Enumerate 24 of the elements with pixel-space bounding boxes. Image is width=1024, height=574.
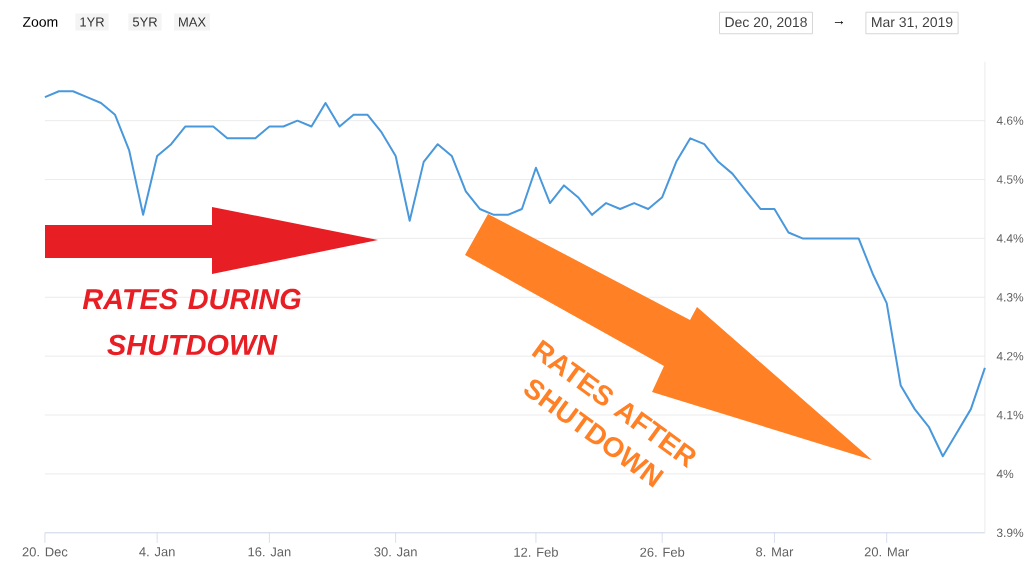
annotation: RATES DURING SHUTDOWN [82, 288, 301, 356]
y-tick-label: 3.9% [996, 528, 1024, 537]
text: Mar 31, 2019 [872, 17, 953, 29]
x-tick-label: 20. Mar [864, 547, 910, 557]
y-tick-label: 4.2% [996, 351, 1024, 361]
y-tick-label: 4.5% [996, 175, 1024, 184]
x-tick-label: 8. Mar [756, 547, 794, 557]
y-tick-label: 4.6% [996, 116, 1024, 125]
y-tick-label: 4.1% [996, 410, 1024, 420]
y-tick-label: 4.4% [996, 234, 1024, 243]
x-tick-label: 4. Jan [139, 547, 175, 557]
text: Zoom [22, 17, 58, 27]
text: 5YR [132, 17, 157, 27]
x-tick-label: 30. Jan [374, 547, 417, 557]
text: MAX [179, 17, 206, 27]
x-tick-label: 26. Feb [640, 547, 685, 557]
text: 1YR [80, 17, 104, 27]
text: Dec 20, 2018 [725, 17, 807, 29]
text: → [834, 21, 844, 25]
y-tick-label: 4% [996, 469, 1014, 479]
x-tick-label: 12. Feb [514, 547, 558, 557]
x-tick-label: 16. Jan [248, 547, 291, 557]
x-tick-label: 20. Dec [22, 547, 68, 557]
y-tick-label: 4.3% [996, 293, 1024, 302]
